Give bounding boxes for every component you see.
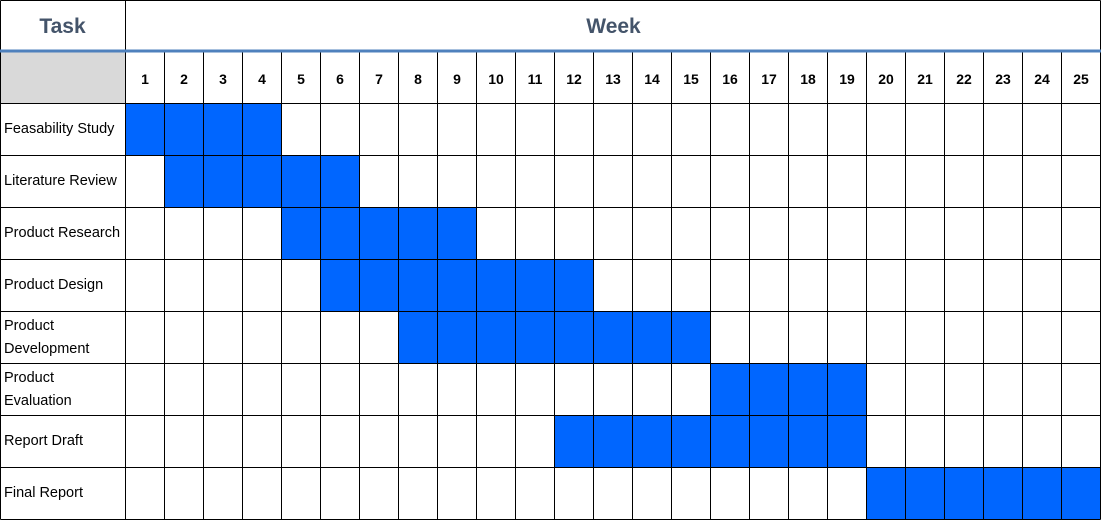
week-label: 5 — [297, 71, 305, 87]
corner-cell — [1, 52, 126, 104]
week-label: 8 — [414, 71, 422, 87]
task-bar — [320, 259, 594, 312]
week-label: 12 — [566, 71, 582, 87]
task-label: Product Evaluation — [4, 369, 72, 409]
week-label: 10 — [488, 71, 504, 87]
task-label: Final Report — [4, 485, 83, 501]
task-label: Product Development — [4, 317, 90, 357]
week-label: 23 — [995, 71, 1011, 87]
week-label: 11 — [527, 71, 543, 87]
task-label: Product Research — [4, 225, 121, 241]
week-label: 9 — [453, 71, 461, 87]
task-label: Report Draft — [4, 433, 83, 449]
task-bar — [164, 155, 360, 208]
week-label: 7 — [375, 71, 383, 87]
header-rule — [0, 49, 1101, 53]
task-bar — [281, 207, 477, 260]
week-label: 3 — [219, 71, 227, 87]
week-label: 4 — [258, 71, 266, 87]
task-label: Feasability Study — [4, 121, 115, 137]
week-label: 25 — [1073, 71, 1089, 87]
week-label: 20 — [878, 71, 894, 87]
week-label: 13 — [605, 71, 621, 87]
week-label: 14 — [644, 71, 660, 87]
week-label: 2 — [180, 71, 188, 87]
week-label: 15 — [683, 71, 699, 87]
task-label: Product Design — [4, 277, 104, 293]
week-label: 18 — [800, 71, 816, 87]
week-label: 24 — [1034, 71, 1050, 87]
week-label: 6 — [336, 71, 344, 87]
week-label: 22 — [956, 71, 972, 87]
week-label: 16 — [722, 71, 738, 87]
week-label: 17 — [761, 71, 777, 87]
task-column-header: Task — [39, 15, 86, 38]
week-label: 1 — [141, 71, 149, 87]
week-label: 19 — [839, 71, 855, 87]
week-header: Week — [586, 15, 641, 38]
week-label: 21 — [917, 71, 933, 87]
task-label: Literature Review — [4, 173, 117, 189]
